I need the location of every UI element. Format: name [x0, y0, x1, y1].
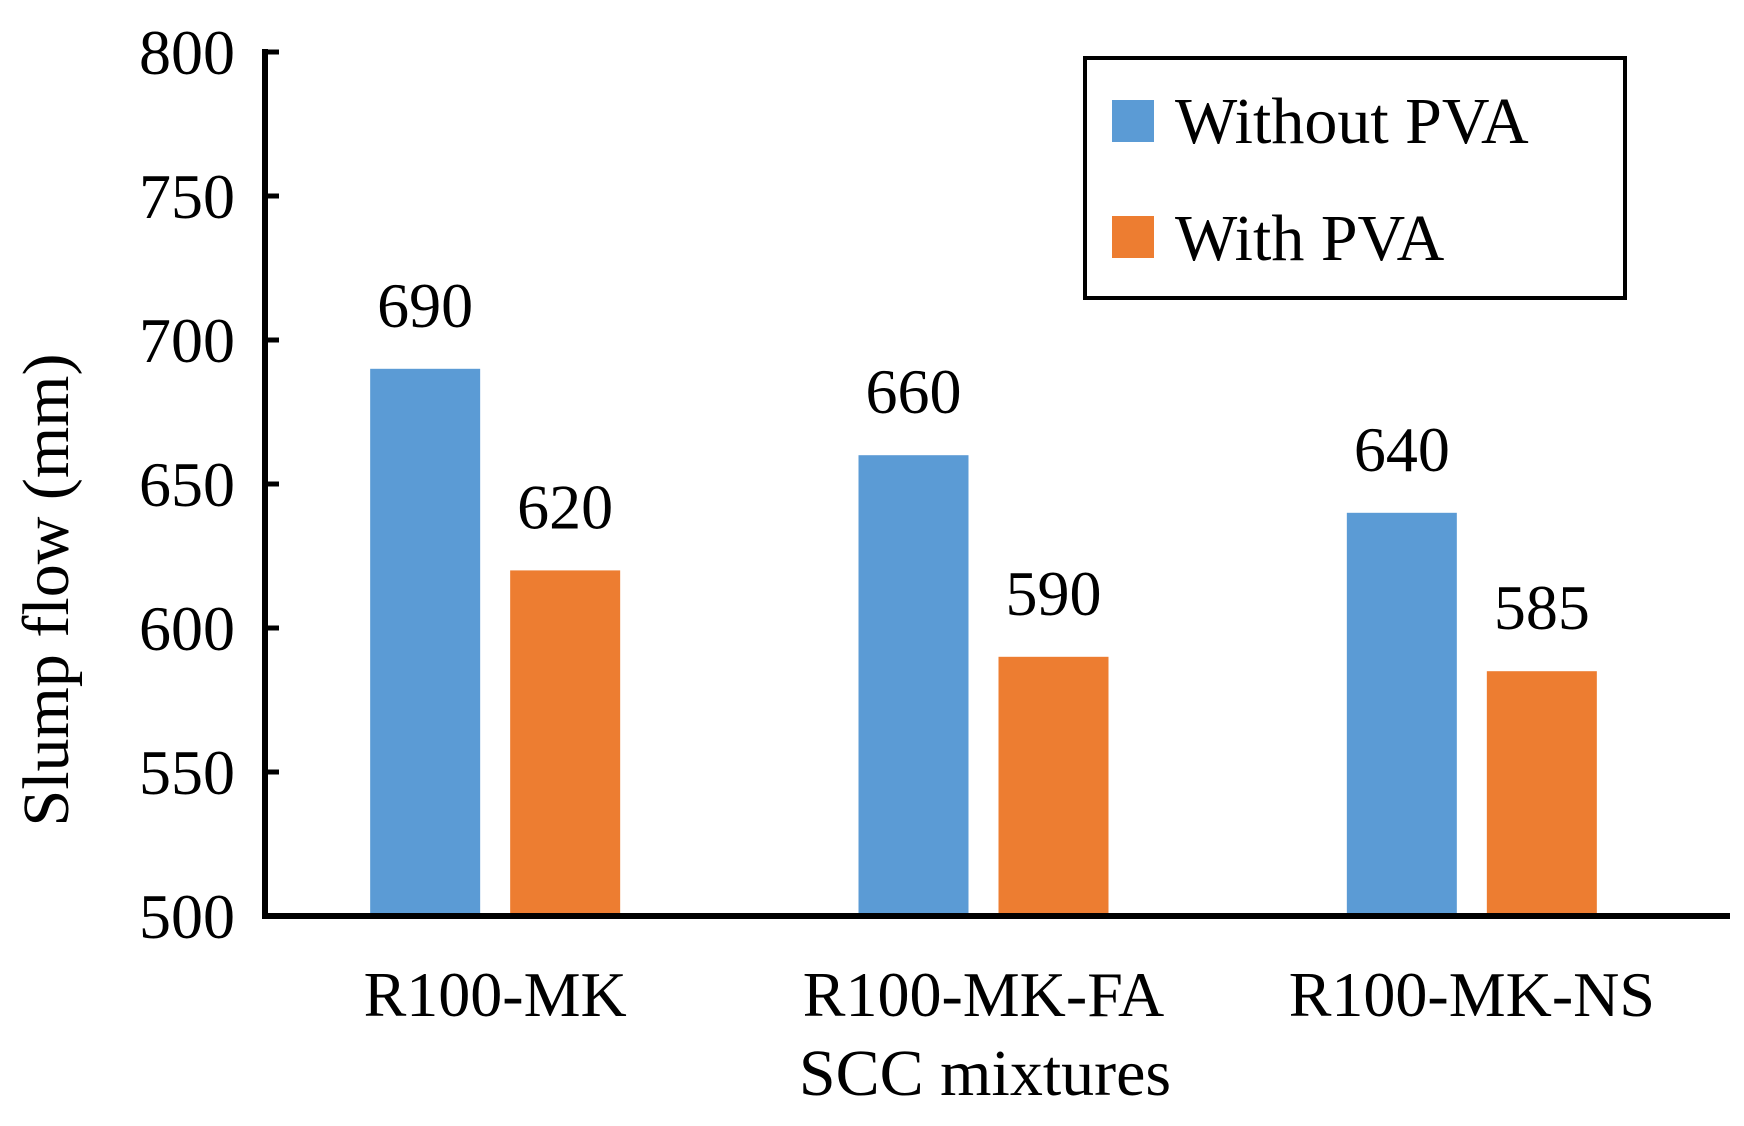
legend-swatch-with-pva: [1112, 216, 1154, 258]
bars: [370, 368, 1597, 916]
x-tick-label: R100-MK-FA: [803, 959, 1165, 1030]
y-tick-label: 750: [139, 161, 235, 232]
bar-without-pva-0: [370, 368, 481, 916]
data-label: 585: [1494, 572, 1590, 643]
y-tick-label: 650: [139, 449, 235, 520]
data-labels: 690 620 660 590 640 585: [377, 270, 1590, 643]
legend-swatch-without-pva: [1112, 100, 1154, 142]
x-tick-label: R100-MK: [364, 959, 627, 1030]
legend-box: [1083, 56, 1627, 300]
y-axis-ticks: 500 550 600 650 700 750 800: [139, 17, 279, 952]
data-label: 660: [866, 356, 962, 427]
legend-label-without-pva: Without PVA: [1175, 85, 1529, 158]
y-tick-label: 550: [139, 737, 235, 808]
y-tick-label: 600: [139, 593, 235, 664]
bar-without-pva-2: [1346, 512, 1457, 916]
bar-without-pva-1: [858, 455, 969, 916]
y-tick-label: 700: [139, 305, 235, 376]
x-axis-title: SCC mixtures: [799, 1037, 1171, 1110]
y-tick-label: 500: [139, 881, 235, 952]
x-axis-tick-labels: R100-MK R100-MK-FA R100-MK-NS: [364, 959, 1655, 1030]
bar-with-pva-0: [510, 570, 621, 916]
legend-label-with-pva: With PVA: [1175, 202, 1445, 275]
data-label: 690: [377, 270, 473, 341]
x-tick-label: R100-MK-NS: [1289, 959, 1655, 1030]
data-label: 640: [1354, 414, 1450, 485]
data-label: 620: [517, 471, 613, 542]
data-label: 590: [1006, 558, 1102, 629]
legend: Without PVA With PVA: [1083, 56, 1627, 300]
bar-with-pva-1: [998, 656, 1109, 916]
y-axis-title: Slump flow (mm): [10, 354, 83, 827]
bar-with-pva-2: [1486, 671, 1597, 916]
y-tick-label: 800: [139, 17, 235, 88]
